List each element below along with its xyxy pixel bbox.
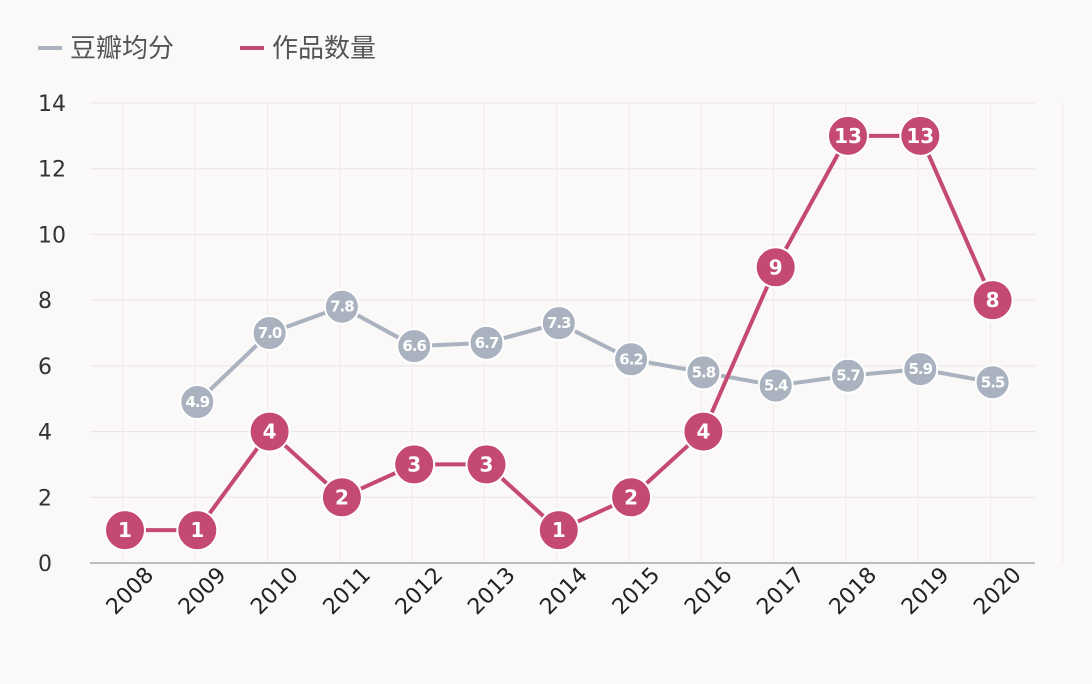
x-axis: 2008 2009 2010 2011 2012 2013 2014 2015 2016 2017… — [102, 563, 1027, 620]
data-label-rating: 5.8 — [692, 363, 716, 381]
series-layer: 4.9 7.0 7.8 6.6 6.7 7.3 6.2 5.8 5.4 5.7 5.9 5.5 1 1 4 2… — [104, 114, 1014, 552]
data-label-count: 13 — [906, 124, 934, 148]
data-label-rating: 4.9 — [186, 393, 210, 411]
data-label-count: 8 — [986, 288, 1000, 312]
data-label-count: 4 — [696, 420, 710, 444]
y-tick-label: 10 — [38, 223, 66, 248]
data-label-count: 4 — [263, 420, 277, 444]
x-tick-label: 2016 — [680, 563, 737, 620]
data-label-rating: 5.4 — [764, 377, 788, 395]
data-point-count — [682, 410, 725, 453]
y-tick-label: 4 — [38, 421, 52, 446]
series-count: 1 1 4 2 3 3 1 2 4 9 13 13 8 — [104, 114, 1014, 552]
y-axis: 0 2 4 6 8 10 12 14 — [38, 92, 66, 577]
data-label-rating: 7.0 — [258, 324, 282, 342]
data-point-count — [176, 509, 219, 552]
data-label-count: 3 — [407, 452, 421, 476]
y-tick-label: 14 — [38, 92, 66, 117]
data-point-count — [754, 246, 797, 289]
data-label-count: 9 — [769, 255, 783, 279]
data-point-rating — [323, 288, 360, 325]
data-label-rating: 6.2 — [619, 350, 643, 368]
data-point-rating — [179, 384, 216, 420]
data-label-count: 1 — [190, 518, 204, 542]
data-label-count: 13 — [834, 124, 862, 148]
data-label-rating: 7.3 — [547, 314, 571, 332]
y-tick-label: 12 — [38, 158, 66, 183]
data-label-rating: 6.7 — [475, 334, 499, 352]
y-tick-label: 6 — [38, 355, 52, 380]
data-point-rating — [396, 328, 433, 365]
x-tick-label: 2011 — [319, 563, 376, 620]
data-point-count — [610, 476, 653, 519]
x-tick-label: 2020 — [969, 563, 1026, 620]
data-label-rating: 5.7 — [836, 367, 860, 385]
x-tick-label: 2018 — [825, 563, 882, 620]
data-point-rating — [830, 357, 866, 394]
x-tick-label: 2017 — [752, 563, 809, 620]
data-label-count: 1 — [552, 518, 566, 542]
x-tick-label: 2009 — [174, 563, 231, 620]
data-point-count — [465, 443, 508, 486]
y-tick-label: 8 — [38, 289, 52, 314]
x-tick-label: 2015 — [608, 563, 665, 620]
data-label-count: 3 — [480, 452, 494, 476]
legend-label-count: 作品数量 — [272, 34, 376, 64]
x-tick-label: 2013 — [463, 563, 520, 620]
data-label-count: 1 — [118, 518, 132, 542]
x-tick-label: 2008 — [102, 563, 159, 620]
data-label-count: 2 — [624, 485, 638, 509]
data-point-rating — [974, 364, 1011, 401]
data-point-count — [104, 509, 146, 552]
data-point-count — [393, 443, 436, 486]
data-point-rating — [613, 341, 650, 378]
y-tick-label: 2 — [38, 486, 52, 511]
data-label-rating: 6.6 — [402, 337, 426, 355]
data-label-rating: 5.9 — [909, 360, 933, 378]
data-point-rating — [468, 324, 505, 361]
x-tick-label: 2014 — [536, 563, 593, 620]
series-rating: 4.9 7.0 7.8 6.6 6.7 7.3 6.2 5.8 5.4 5.7 5.9 5.5 — [179, 288, 1011, 420]
series-line-rating — [195, 304, 993, 404]
data-point-count — [971, 279, 1014, 322]
x-tick-label: 2010 — [246, 563, 303, 620]
data-point-count — [899, 114, 942, 157]
data-label-rating: 7.8 — [330, 298, 354, 316]
data-point-count — [248, 410, 291, 453]
x-tick-label: 2019 — [897, 563, 954, 620]
legend: 豆瓣均分 作品数量 — [38, 34, 376, 64]
data-point-rating — [757, 367, 794, 404]
data-point-count — [827, 114, 869, 157]
data-label-rating: 5.5 — [981, 373, 1005, 391]
x-tick-label: 2012 — [391, 563, 448, 620]
data-point-rating — [540, 305, 577, 342]
data-point-rating — [251, 315, 288, 351]
data-point-rating — [685, 354, 722, 391]
data-label-count: 2 — [335, 485, 349, 509]
y-tick-label: 0 — [38, 552, 52, 577]
data-point-rating — [902, 351, 939, 388]
data-point-count — [537, 509, 580, 552]
data-point-count — [320, 476, 363, 519]
legend-label-rating: 豆瓣均分 — [70, 34, 174, 64]
